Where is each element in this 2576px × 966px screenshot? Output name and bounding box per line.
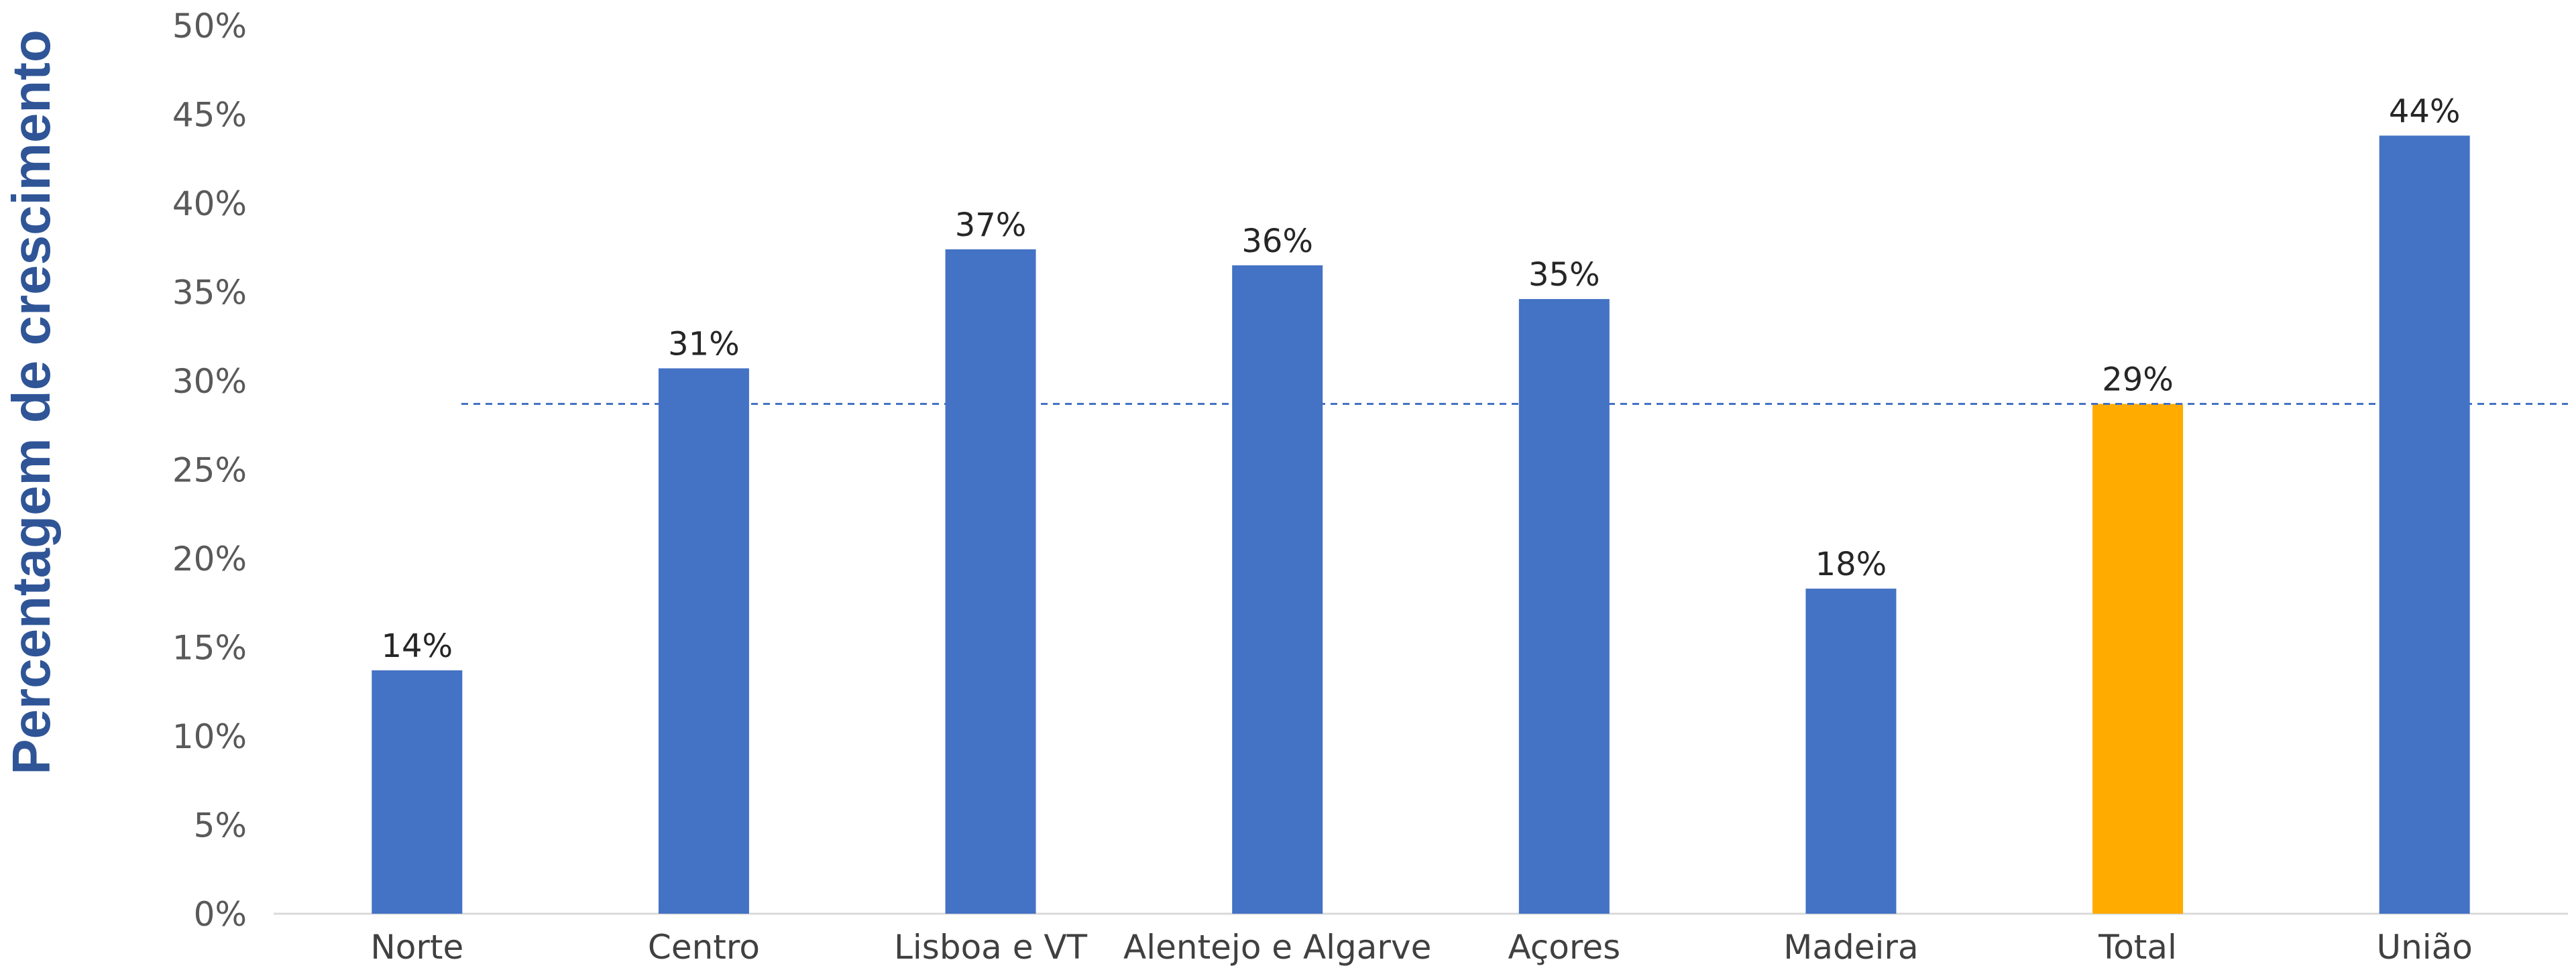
data-label: 29% bbox=[2102, 361, 2174, 398]
y-tick-label: 30% bbox=[172, 362, 247, 401]
y-tick-label: 25% bbox=[172, 451, 247, 490]
y-axis-label: Percentagem de crescimento bbox=[1, 29, 61, 775]
bar-total bbox=[2092, 404, 2184, 914]
bar-alentejo-e-algarve bbox=[1232, 265, 1323, 914]
bar-uni-o bbox=[2379, 135, 2470, 914]
y-tick-label: 0% bbox=[194, 895, 247, 934]
y-tick-label: 20% bbox=[172, 540, 247, 579]
data-label: 31% bbox=[668, 325, 740, 363]
y-tick-label: 15% bbox=[172, 629, 247, 668]
category-label: Alentejo e Algarve bbox=[1123, 928, 1431, 966]
bars bbox=[372, 135, 2470, 914]
data-label: 35% bbox=[1528, 256, 1600, 294]
y-tick-label: 5% bbox=[194, 806, 247, 845]
y-tick-label: 10% bbox=[172, 717, 247, 756]
category-label: Centro bbox=[648, 928, 760, 966]
bar-madeira bbox=[1805, 589, 1897, 914]
bar-lisboa-e-vt bbox=[945, 249, 1036, 914]
category-label: Norte bbox=[370, 928, 463, 966]
data-label: 44% bbox=[2389, 93, 2461, 130]
category-label: Lisboa e VT bbox=[894, 928, 1088, 966]
y-tick-label: 45% bbox=[172, 96, 247, 135]
category-labels: Norte Centro Lisboa e VT Alentejo e Algarve… bbox=[370, 928, 2473, 966]
bar-centro bbox=[658, 368, 749, 914]
y-tick-label: 50% bbox=[172, 7, 247, 46]
category-label: Açores bbox=[1508, 928, 1620, 966]
category-label: União bbox=[2376, 928, 2472, 966]
y-tick-label: 35% bbox=[172, 274, 247, 312]
data-label: 14% bbox=[381, 627, 453, 665]
y-tick-label: 40% bbox=[172, 184, 247, 223]
data-label: 18% bbox=[1815, 546, 1887, 583]
category-label: Total bbox=[2098, 928, 2177, 966]
y-axis-label-group: Percentagem de crescimento bbox=[1, 29, 61, 775]
data-label: 36% bbox=[1241, 223, 1313, 260]
data-labels: 14% 31% 37% 36% 35% 18% 29% 44% bbox=[381, 93, 2460, 665]
category-label: Madeira bbox=[1783, 928, 1918, 966]
bar-norte bbox=[372, 670, 463, 914]
y-axis-ticks: 0% 5% 10% 15% 20% 25% 30% 35% 40% 45% 50% bbox=[172, 7, 247, 934]
data-label: 37% bbox=[955, 206, 1027, 244]
bar-a-ores bbox=[1518, 299, 1610, 914]
